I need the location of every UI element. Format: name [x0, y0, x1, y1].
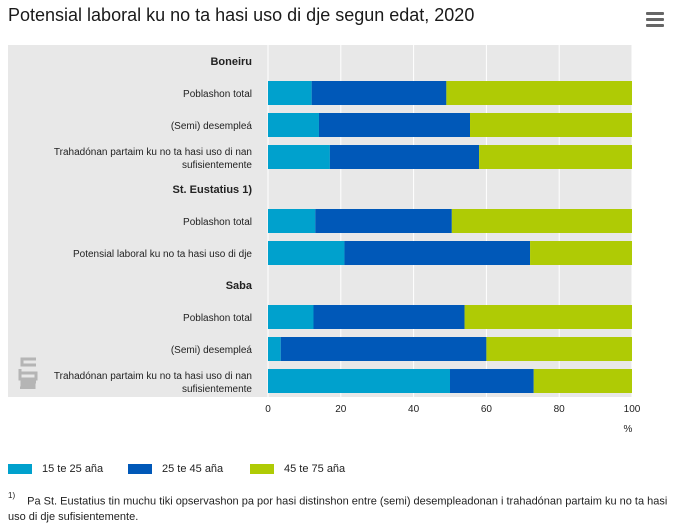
cbs-logo — [18, 357, 38, 389]
legend-label: 45 te 75 aña — [284, 463, 346, 476]
bar-segment — [311, 81, 447, 105]
category-label: Poblashon total — [183, 217, 252, 228]
bar-segment — [486, 337, 632, 361]
bar-segment — [451, 209, 632, 233]
footnote: 1)Pa St. Eustatius tin muchu tiki opserv… — [8, 490, 668, 525]
category-label: sufisientemente — [182, 384, 252, 395]
bar-segment — [268, 113, 319, 137]
category-group-label: St. Eustatius 1) — [173, 184, 253, 196]
legend-swatch-25-45 — [128, 464, 152, 475]
bar-segment — [315, 209, 452, 233]
hamburger-menu-icon[interactable] — [646, 12, 664, 28]
bar-segment — [280, 337, 487, 361]
legend-label: 15 te 25 aña — [42, 463, 104, 476]
bar-segment — [268, 145, 330, 169]
category-group-label: Saba — [226, 280, 253, 292]
bar-segment — [268, 81, 312, 105]
footnote-text: Pa St. Eustatius tin muchu tiki opservas… — [8, 495, 668, 523]
category-label: Potensial laboral ku no ta hasi uso di d… — [73, 249, 252, 260]
legend-item-25-45[interactable]: 25 te 45 aña — [128, 463, 223, 475]
category-label: sufisientemente — [182, 160, 252, 171]
x-tick-label: 100 — [624, 404, 641, 415]
category-label: Trahadónan partaim ku no ta hasi uso di … — [54, 147, 252, 158]
category-label: (Semi) desempleá — [171, 121, 253, 132]
bar-segment — [533, 369, 632, 393]
category-label: (Semi) desempleá — [171, 345, 253, 356]
bar-segment — [268, 369, 450, 393]
x-tick-label: 60 — [481, 404, 493, 415]
category-group-label: Boneiru — [210, 56, 252, 68]
x-tick-label: 20 — [335, 404, 347, 415]
legend-swatch-15-25 — [8, 464, 32, 475]
legend-label: 25 te 45 aña — [162, 463, 224, 476]
bar-segment — [450, 369, 534, 393]
bar-segment — [313, 305, 465, 329]
bar-segment — [318, 113, 471, 137]
x-tick-label: 80 — [554, 404, 566, 415]
footnote-marker: 1) — [8, 491, 16, 500]
bar-segment — [479, 145, 632, 169]
legend-item-45-75[interactable]: 45 te 75 aña — [250, 463, 345, 475]
category-label: Poblashon total — [183, 89, 252, 100]
x-tick-label: 0 — [265, 404, 271, 415]
stacked-bar-chart: Boneiru Poblashon total (Semi) desempleá Tr… — [8, 45, 641, 435]
category-label: Trahadónan partaim ku no ta hasi uso di … — [54, 371, 252, 382]
category-label: Poblashon total — [183, 313, 252, 324]
bar-segment — [446, 81, 632, 105]
bar-segment — [268, 241, 345, 265]
legend-item-15-25[interactable]: 15 te 25 aña — [8, 463, 103, 475]
bar-segment — [268, 305, 314, 329]
bar-segment — [268, 209, 316, 233]
page-title: Potensial laboral ku no ta hasi uso di d… — [8, 5, 475, 25]
bar-segment — [344, 241, 531, 265]
bar-segment — [329, 145, 480, 169]
bar-segment — [464, 305, 632, 329]
bar-segment — [268, 337, 281, 361]
bar-segment — [470, 113, 632, 137]
legend-swatch-45-75 — [250, 464, 274, 475]
bar-segment — [530, 241, 632, 265]
x-tick-label: 40 — [408, 404, 420, 415]
x-axis-label: % — [624, 424, 633, 435]
